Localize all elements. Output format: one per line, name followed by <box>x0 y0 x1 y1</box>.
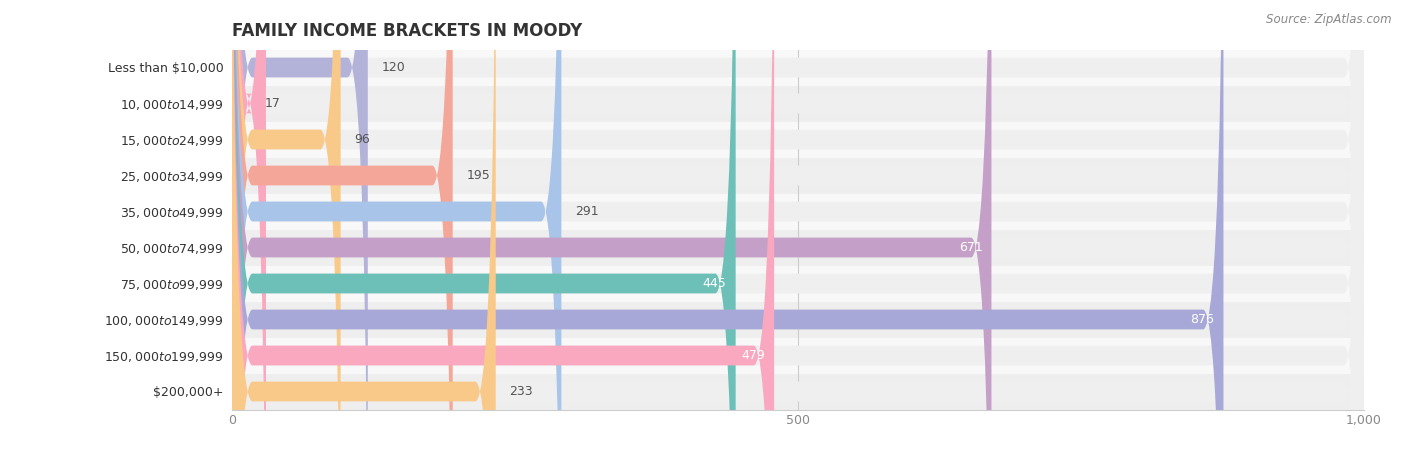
Bar <box>232 266 1364 302</box>
Bar <box>232 374 1364 410</box>
Bar <box>232 302 1364 338</box>
FancyBboxPatch shape <box>232 0 1364 450</box>
FancyBboxPatch shape <box>232 0 1223 450</box>
FancyBboxPatch shape <box>232 0 735 450</box>
Text: FAMILY INCOME BRACKETS IN MOODY: FAMILY INCOME BRACKETS IN MOODY <box>232 22 582 40</box>
FancyBboxPatch shape <box>232 0 1364 450</box>
Text: 445: 445 <box>703 277 727 290</box>
Text: 671: 671 <box>959 241 983 254</box>
Text: 195: 195 <box>467 169 491 182</box>
Bar <box>232 194 1364 230</box>
FancyBboxPatch shape <box>232 0 991 450</box>
FancyBboxPatch shape <box>232 0 1364 450</box>
FancyBboxPatch shape <box>232 0 1364 450</box>
Bar <box>232 50 1364 86</box>
Bar <box>232 230 1364 266</box>
FancyBboxPatch shape <box>232 0 1364 450</box>
Bar <box>232 86 1364 122</box>
FancyBboxPatch shape <box>232 0 1364 450</box>
FancyBboxPatch shape <box>232 0 1364 450</box>
FancyBboxPatch shape <box>232 0 1364 450</box>
Text: 233: 233 <box>509 385 533 398</box>
Text: 479: 479 <box>741 349 765 362</box>
Text: 876: 876 <box>1191 313 1215 326</box>
Text: 291: 291 <box>575 205 599 218</box>
FancyBboxPatch shape <box>232 0 561 450</box>
Bar <box>232 338 1364 374</box>
Bar <box>232 158 1364 194</box>
FancyBboxPatch shape <box>232 0 1364 450</box>
Bar <box>232 122 1364 158</box>
FancyBboxPatch shape <box>232 0 453 450</box>
Text: Source: ZipAtlas.com: Source: ZipAtlas.com <box>1267 14 1392 27</box>
FancyBboxPatch shape <box>232 0 496 450</box>
Text: 96: 96 <box>354 133 370 146</box>
Text: 17: 17 <box>264 97 281 110</box>
FancyBboxPatch shape <box>232 0 1364 450</box>
FancyBboxPatch shape <box>232 0 266 450</box>
FancyBboxPatch shape <box>232 0 775 450</box>
Text: 120: 120 <box>381 61 405 74</box>
FancyBboxPatch shape <box>232 0 340 450</box>
FancyBboxPatch shape <box>232 0 368 450</box>
